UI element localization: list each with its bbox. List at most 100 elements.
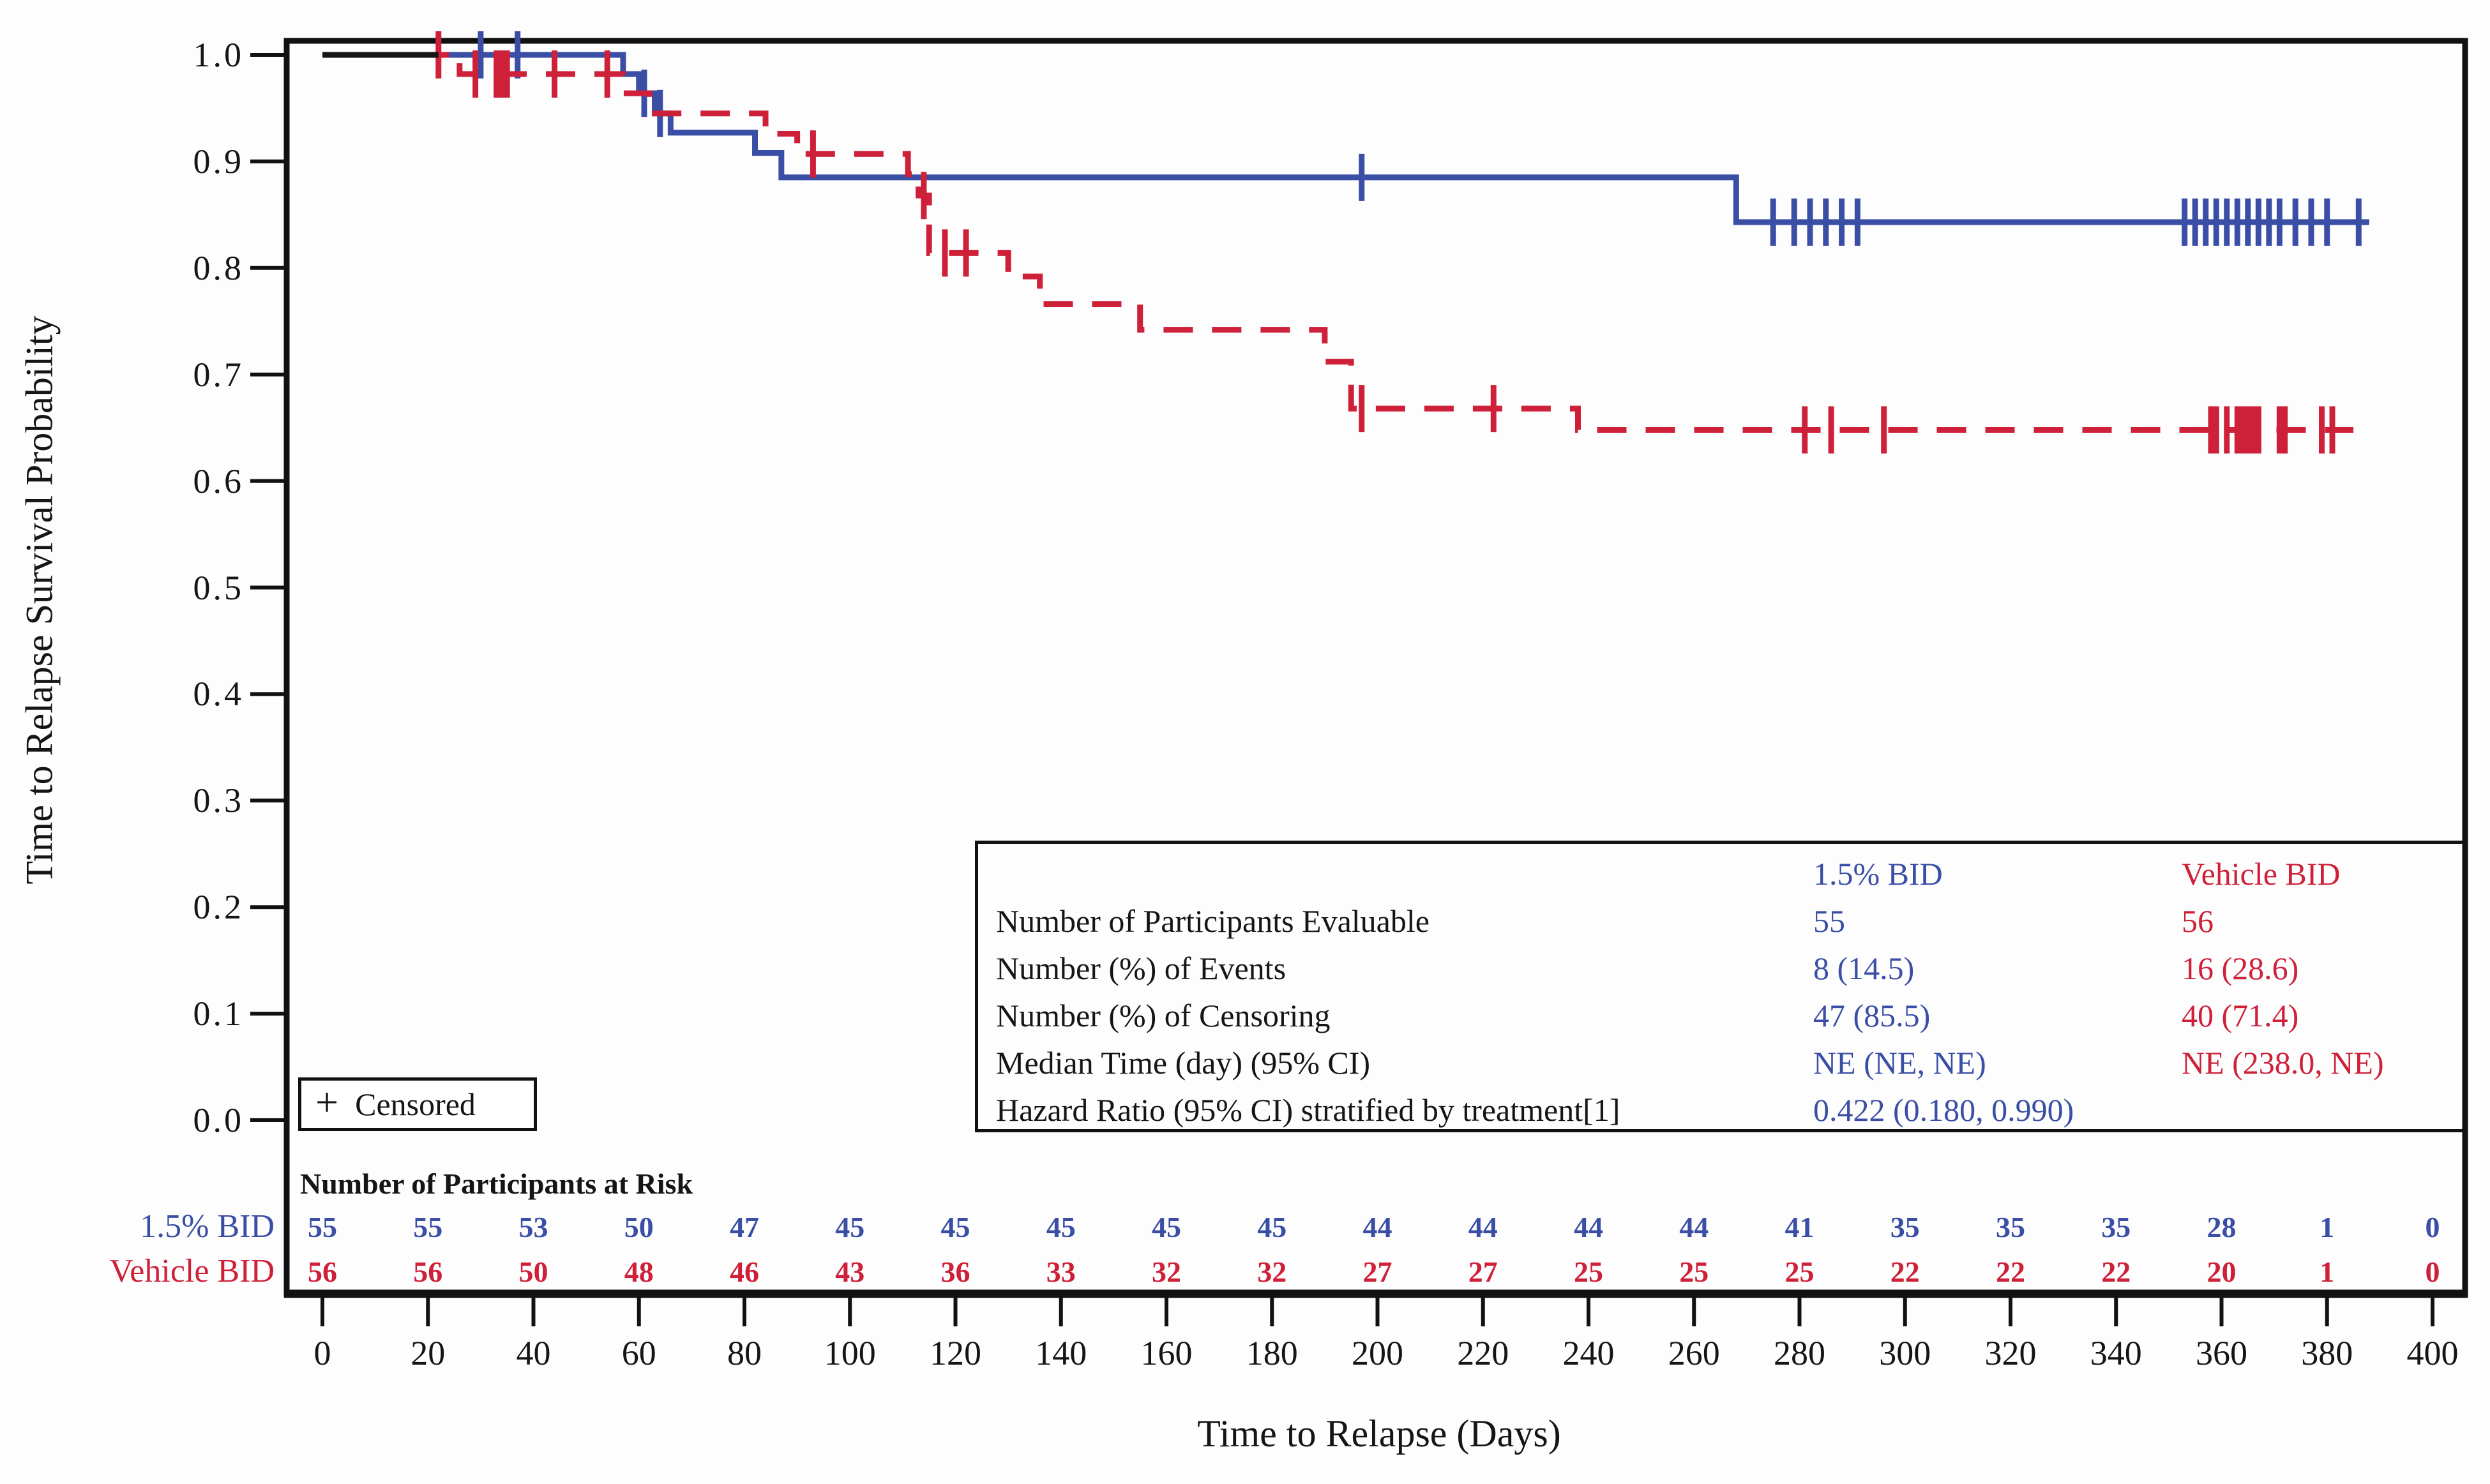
x-tick-label: 380 (2301, 1334, 2353, 1372)
stats-value-blue: NE (NE, NE) (1813, 1045, 1986, 1081)
x-tick-label: 60 (621, 1334, 656, 1372)
x-tick-label: 340 (2090, 1334, 2142, 1372)
y-tick-label: 0.3 (193, 781, 244, 820)
at-risk-value: 43 (835, 1255, 865, 1288)
stats-row-label: Number (%) of Events (996, 950, 1286, 986)
x-tick-label: 320 (1984, 1334, 2037, 1372)
at-risk-value: 22 (2101, 1255, 2131, 1288)
at-risk-value: 36 (940, 1255, 970, 1288)
at-risk-value: 35 (1996, 1211, 2025, 1243)
stats-row-label: Median Time (day) (95% CI) (996, 1045, 1371, 1081)
y-tick-label: 0.1 (193, 994, 244, 1033)
at-risk-value: 22 (1890, 1255, 1920, 1288)
at-risk-value: 45 (835, 1211, 865, 1243)
at-risk-value: 44 (1468, 1211, 1498, 1243)
at-risk-value: 53 (518, 1211, 548, 1243)
at-risk-row-label-treatment: 1.5% BID (140, 1208, 275, 1245)
x-tick-label: 240 (1562, 1334, 1615, 1372)
y-tick-label: 0.9 (193, 142, 244, 181)
at-risk-value: 55 (308, 1211, 337, 1243)
stats-value-blue: 0.422 (0.180, 0.990) (1813, 1092, 2074, 1128)
at-risk-value: 20 (2207, 1255, 2237, 1288)
at-risk-value: 28 (2207, 1211, 2237, 1243)
at-risk-value: 47 (730, 1211, 759, 1243)
x-tick-label: 220 (1457, 1334, 1509, 1372)
y-tick-label: 0.2 (193, 888, 244, 927)
y-axis-title: Time to Relapse Survival Probability (18, 315, 61, 885)
at-risk-value: 45 (1152, 1211, 1181, 1243)
at-risk-value: 44 (1362, 1211, 1392, 1243)
x-tick-label: 300 (1879, 1334, 1931, 1372)
stats-value-red: NE (238.0, NE) (2182, 1045, 2384, 1081)
x-tick-label: 180 (1246, 1334, 1298, 1372)
y-tick-label: 0.7 (193, 355, 244, 394)
x-tick-label: 280 (1774, 1334, 1825, 1372)
x-tick-label: 120 (930, 1334, 981, 1372)
stats-row-evaluable: Number of Participants Evaluable 55 56 (978, 897, 2464, 945)
at-risk-value: 44 (1679, 1211, 1709, 1243)
x-tick-label: 360 (2196, 1334, 2247, 1372)
stats-row-label: Hazard Ratio (95% CI) stratified by trea… (996, 1092, 1620, 1128)
x-tick-label: 200 (1352, 1334, 1403, 1372)
stats-row-censoring: Number (%) of Censoring 47 (85.5) 40 (71… (978, 992, 2464, 1039)
stats-value-blue: 47 (85.5) (1813, 998, 1931, 1033)
at-risk-value: 46 (730, 1255, 759, 1288)
at-risk-value: 45 (1046, 1211, 1076, 1243)
survival-curve-1-5-bid (322, 52, 2369, 225)
at-risk-value: 27 (1362, 1255, 1392, 1288)
censored-legend: + Censored (298, 1077, 537, 1131)
x-tick-label: 260 (1668, 1334, 1720, 1372)
at-risk-value: 0 (2425, 1255, 2440, 1288)
at-risk-value: 50 (518, 1255, 548, 1288)
stats-header-treatment: 1.5% BID (1813, 856, 1943, 892)
y-tick-label: 0.8 (193, 248, 244, 287)
at-risk-value: 32 (1152, 1255, 1181, 1288)
x-tick-label: 20 (411, 1334, 446, 1372)
x-tick-label: 160 (1140, 1334, 1193, 1372)
at-risk-value: 27 (1468, 1255, 1498, 1288)
stats-value-red: 40 (71.4) (2182, 998, 2299, 1033)
stats-value-red: 56 (2182, 903, 2214, 939)
at-risk-value: 45 (1257, 1211, 1287, 1243)
y-tick-label: 0.5 (193, 568, 244, 607)
censored-legend-label: Censored (355, 1086, 476, 1122)
at-risk-value: 56 (308, 1255, 337, 1288)
stats-row-events: Number (%) of Events 8 (14.5) 16 (28.6) (978, 945, 2464, 992)
y-tick-label: 0.0 (193, 1101, 244, 1139)
at-risk-value: 1 (2320, 1211, 2335, 1243)
at-risk-value: 33 (1046, 1255, 1076, 1288)
at-risk-value: 1 (2320, 1255, 2335, 1288)
stats-value-red: 16 (28.6) (2182, 950, 2299, 986)
censor-plus-icon: + (315, 1079, 339, 1125)
x-tick-label: 100 (824, 1334, 876, 1372)
stats-value-blue: 8 (14.5) (1813, 950, 1915, 986)
y-tick-label: 1.0 (193, 36, 244, 74)
x-tick-label: 40 (516, 1334, 551, 1372)
at-risk-value: 25 (1679, 1255, 1709, 1288)
y-tick-label: 0.4 (193, 675, 244, 714)
stats-row-label: Number of Participants Evaluable (996, 903, 1430, 939)
survival-curve-vehicle-bid (322, 52, 2354, 433)
statistics-table: 1.5% BID Vehicle BID Number of Participa… (975, 841, 2468, 1132)
x-tick-label: 80 (727, 1334, 762, 1372)
at-risk-value: 35 (2101, 1211, 2131, 1243)
at-risk-value: 55 (413, 1211, 443, 1243)
stats-header-vehicle: Vehicle BID (2182, 856, 2341, 892)
at-risk-value: 45 (940, 1211, 970, 1243)
at-risk-value: 22 (1996, 1255, 2025, 1288)
stats-row-hazard-ratio: Hazard Ratio (95% CI) stratified by trea… (978, 1086, 2464, 1134)
at-risk-value: 0 (2425, 1211, 2440, 1243)
at-risk-value: 44 (1574, 1211, 1603, 1243)
x-tick-label: 0 (313, 1334, 331, 1372)
at-risk-value: 56 (413, 1255, 443, 1288)
at-risk-value: 48 (624, 1255, 654, 1288)
at-risk-table-title: Number of Participants at Risk (300, 1167, 693, 1200)
stats-value-blue: 55 (1813, 903, 1845, 939)
x-axis-title: Time to Relapse (Days) (1197, 1413, 1561, 1455)
x-tick-label: 400 (2406, 1334, 2459, 1372)
at-risk-value: 25 (1574, 1255, 1603, 1288)
at-risk-value: 41 (1784, 1211, 1815, 1243)
at-risk-row-label-vehicle: Vehicle BID (109, 1253, 275, 1289)
at-risk-value: 50 (624, 1211, 654, 1243)
